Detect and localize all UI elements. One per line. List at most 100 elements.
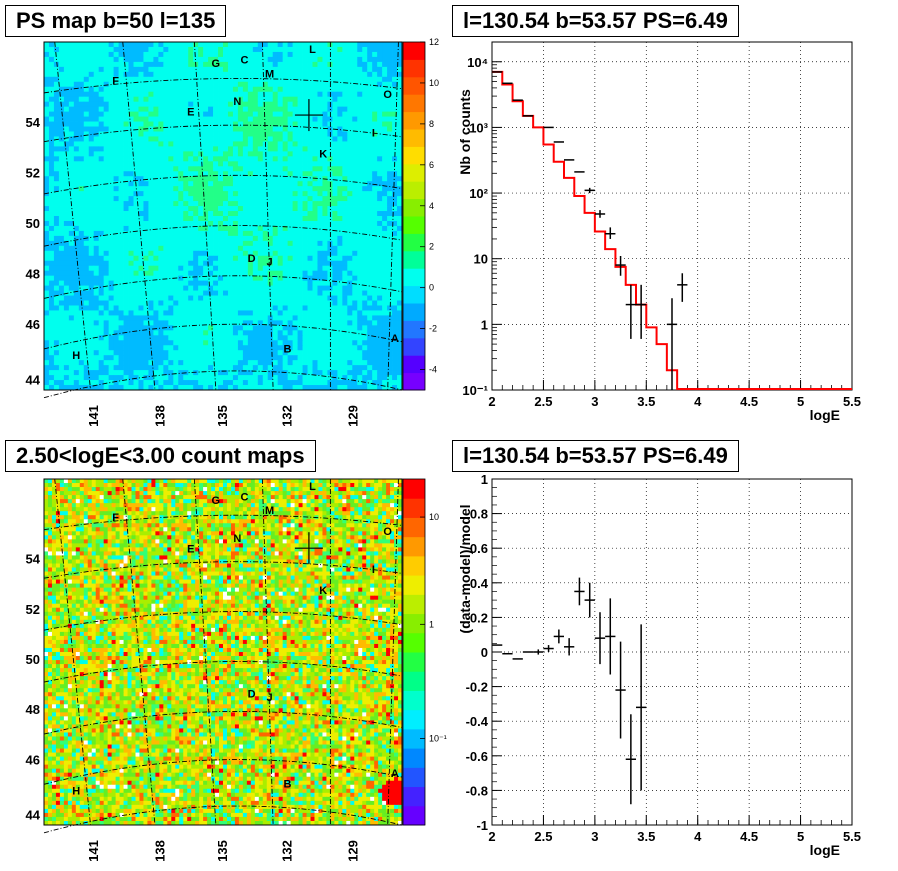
map-pixel <box>88 380 95 386</box>
map-pixel <box>362 305 368 311</box>
map-pixel <box>262 275 269 282</box>
map-pixel <box>322 300 328 306</box>
map-pixel <box>48 216 55 222</box>
map-pixel <box>252 151 259 157</box>
map-pixel <box>168 340 174 346</box>
map-pixel <box>242 260 249 267</box>
map-pixel <box>392 96 398 103</box>
map-pixel <box>272 310 279 316</box>
map-pixel <box>307 56 313 63</box>
map-pixel <box>347 196 353 202</box>
map-pixel <box>173 360 179 366</box>
map-pixel <box>98 260 105 267</box>
map-pixel <box>63 96 70 103</box>
map-pixel <box>242 216 249 222</box>
map-pixel <box>148 196 154 202</box>
map-pixel <box>347 245 353 252</box>
map-pixel <box>277 365 284 371</box>
map-pixel <box>168 186 174 192</box>
map-pixel <box>88 51 95 58</box>
map-pixel <box>382 360 388 366</box>
map-pixel <box>168 280 174 286</box>
map-pixel <box>198 96 204 103</box>
map-pixel <box>44 216 50 222</box>
map-pixel <box>332 255 338 262</box>
map-pixel <box>292 161 298 167</box>
map-pixel <box>332 325 338 331</box>
map-pixel <box>237 66 244 73</box>
map-pixel <box>387 300 393 306</box>
map-pixel <box>332 156 338 162</box>
map-pixel <box>317 265 323 272</box>
map-pixel <box>237 42 244 48</box>
map-pixel <box>342 305 348 311</box>
map-pixel <box>307 380 313 386</box>
map-pixel <box>242 310 249 316</box>
map-pixel <box>397 355 403 361</box>
map-pixel <box>123 345 129 351</box>
map-pixel <box>292 101 298 108</box>
map-pixel <box>382 345 388 351</box>
map-pixel <box>242 101 249 108</box>
map-pixel <box>48 71 55 78</box>
map-pixel <box>48 330 55 336</box>
map-pixel <box>347 136 353 142</box>
map-pixel <box>133 250 139 257</box>
map-pixel <box>282 240 289 247</box>
map-pixel <box>68 156 75 162</box>
map-pixel <box>148 335 154 341</box>
map-pixel <box>188 365 194 371</box>
map-pixel <box>302 176 308 182</box>
map-pixel <box>292 46 298 53</box>
map-pixel <box>108 181 115 187</box>
map-pixel <box>73 225 80 232</box>
map-pixel <box>382 196 388 202</box>
map-pixel <box>133 86 139 93</box>
map-pixel <box>198 340 204 346</box>
map-pixel <box>83 315 90 321</box>
map-pixel <box>342 355 348 361</box>
map-pixel <box>227 260 234 267</box>
map-pixel <box>173 111 179 117</box>
map-pixel <box>352 275 358 282</box>
map-pixel <box>257 131 264 137</box>
map-pixel <box>352 355 358 361</box>
map-pixel <box>178 211 184 217</box>
map-pixel <box>362 315 368 321</box>
map-pixel <box>367 151 373 157</box>
map-pixel <box>98 280 105 286</box>
map-pixel <box>133 260 139 267</box>
map-pixel <box>53 260 60 267</box>
map-pixel <box>148 385 154 391</box>
map-pixel <box>108 380 115 386</box>
map-pixel <box>198 151 204 157</box>
map-pixel <box>58 235 65 242</box>
map-pixel <box>213 250 219 257</box>
map-pixel <box>128 250 134 257</box>
map-pixel <box>337 220 343 227</box>
map-pixel <box>78 265 85 272</box>
map-pixel <box>183 206 189 212</box>
map-pixel <box>198 51 204 58</box>
map-pixel <box>53 216 60 222</box>
map-pixel <box>153 201 159 207</box>
map-pixel <box>213 181 219 187</box>
map-pixel <box>287 121 294 127</box>
map-pixel <box>332 365 338 371</box>
map-pixel <box>48 355 55 361</box>
map-pixel <box>68 320 75 326</box>
map-pixel <box>252 340 259 346</box>
map-pixel <box>332 76 338 83</box>
map-pixel <box>143 270 149 277</box>
map-pixel <box>128 345 134 351</box>
map-pixel <box>138 201 144 207</box>
map-pixel <box>173 211 179 217</box>
map-pixel <box>252 260 259 267</box>
map-pixel <box>362 225 368 232</box>
map-pixel <box>168 196 174 202</box>
map-pixel <box>287 156 294 162</box>
map-pixel <box>372 275 378 282</box>
map-pixel <box>158 345 164 351</box>
map-pixel <box>362 201 368 207</box>
map-pixel <box>237 280 244 286</box>
